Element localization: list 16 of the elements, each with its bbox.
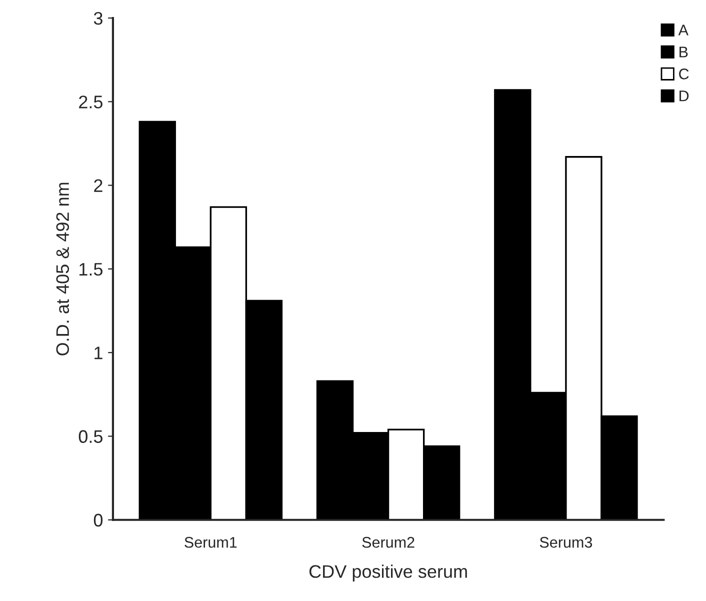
x-tick-label: Serum2: [362, 536, 414, 548]
y-tick-label: 1.5: [80, 263, 102, 276]
x-axis-title: CDV positive serum: [309, 564, 467, 582]
legend-label: B: [680, 46, 688, 58]
y-tick-label: 3: [94, 12, 102, 25]
y-tick-label: 2.5: [79, 96, 102, 108]
y-axis-title: O.D. at 405 & 492 nm: [56, 182, 70, 356]
y-tick-label: 0: [94, 514, 103, 527]
y-tick-label: 1: [94, 346, 102, 360]
x-tick-label: Serum3: [540, 536, 592, 548]
x-tick-label: Serum1: [184, 536, 237, 548]
legend-label: D: [680, 90, 689, 102]
y-tick-label: 0.5: [78, 430, 102, 443]
legend-label: A: [678, 24, 688, 36]
legend-label: C: [679, 68, 689, 80]
y-tick-label: 2: [94, 179, 102, 192]
